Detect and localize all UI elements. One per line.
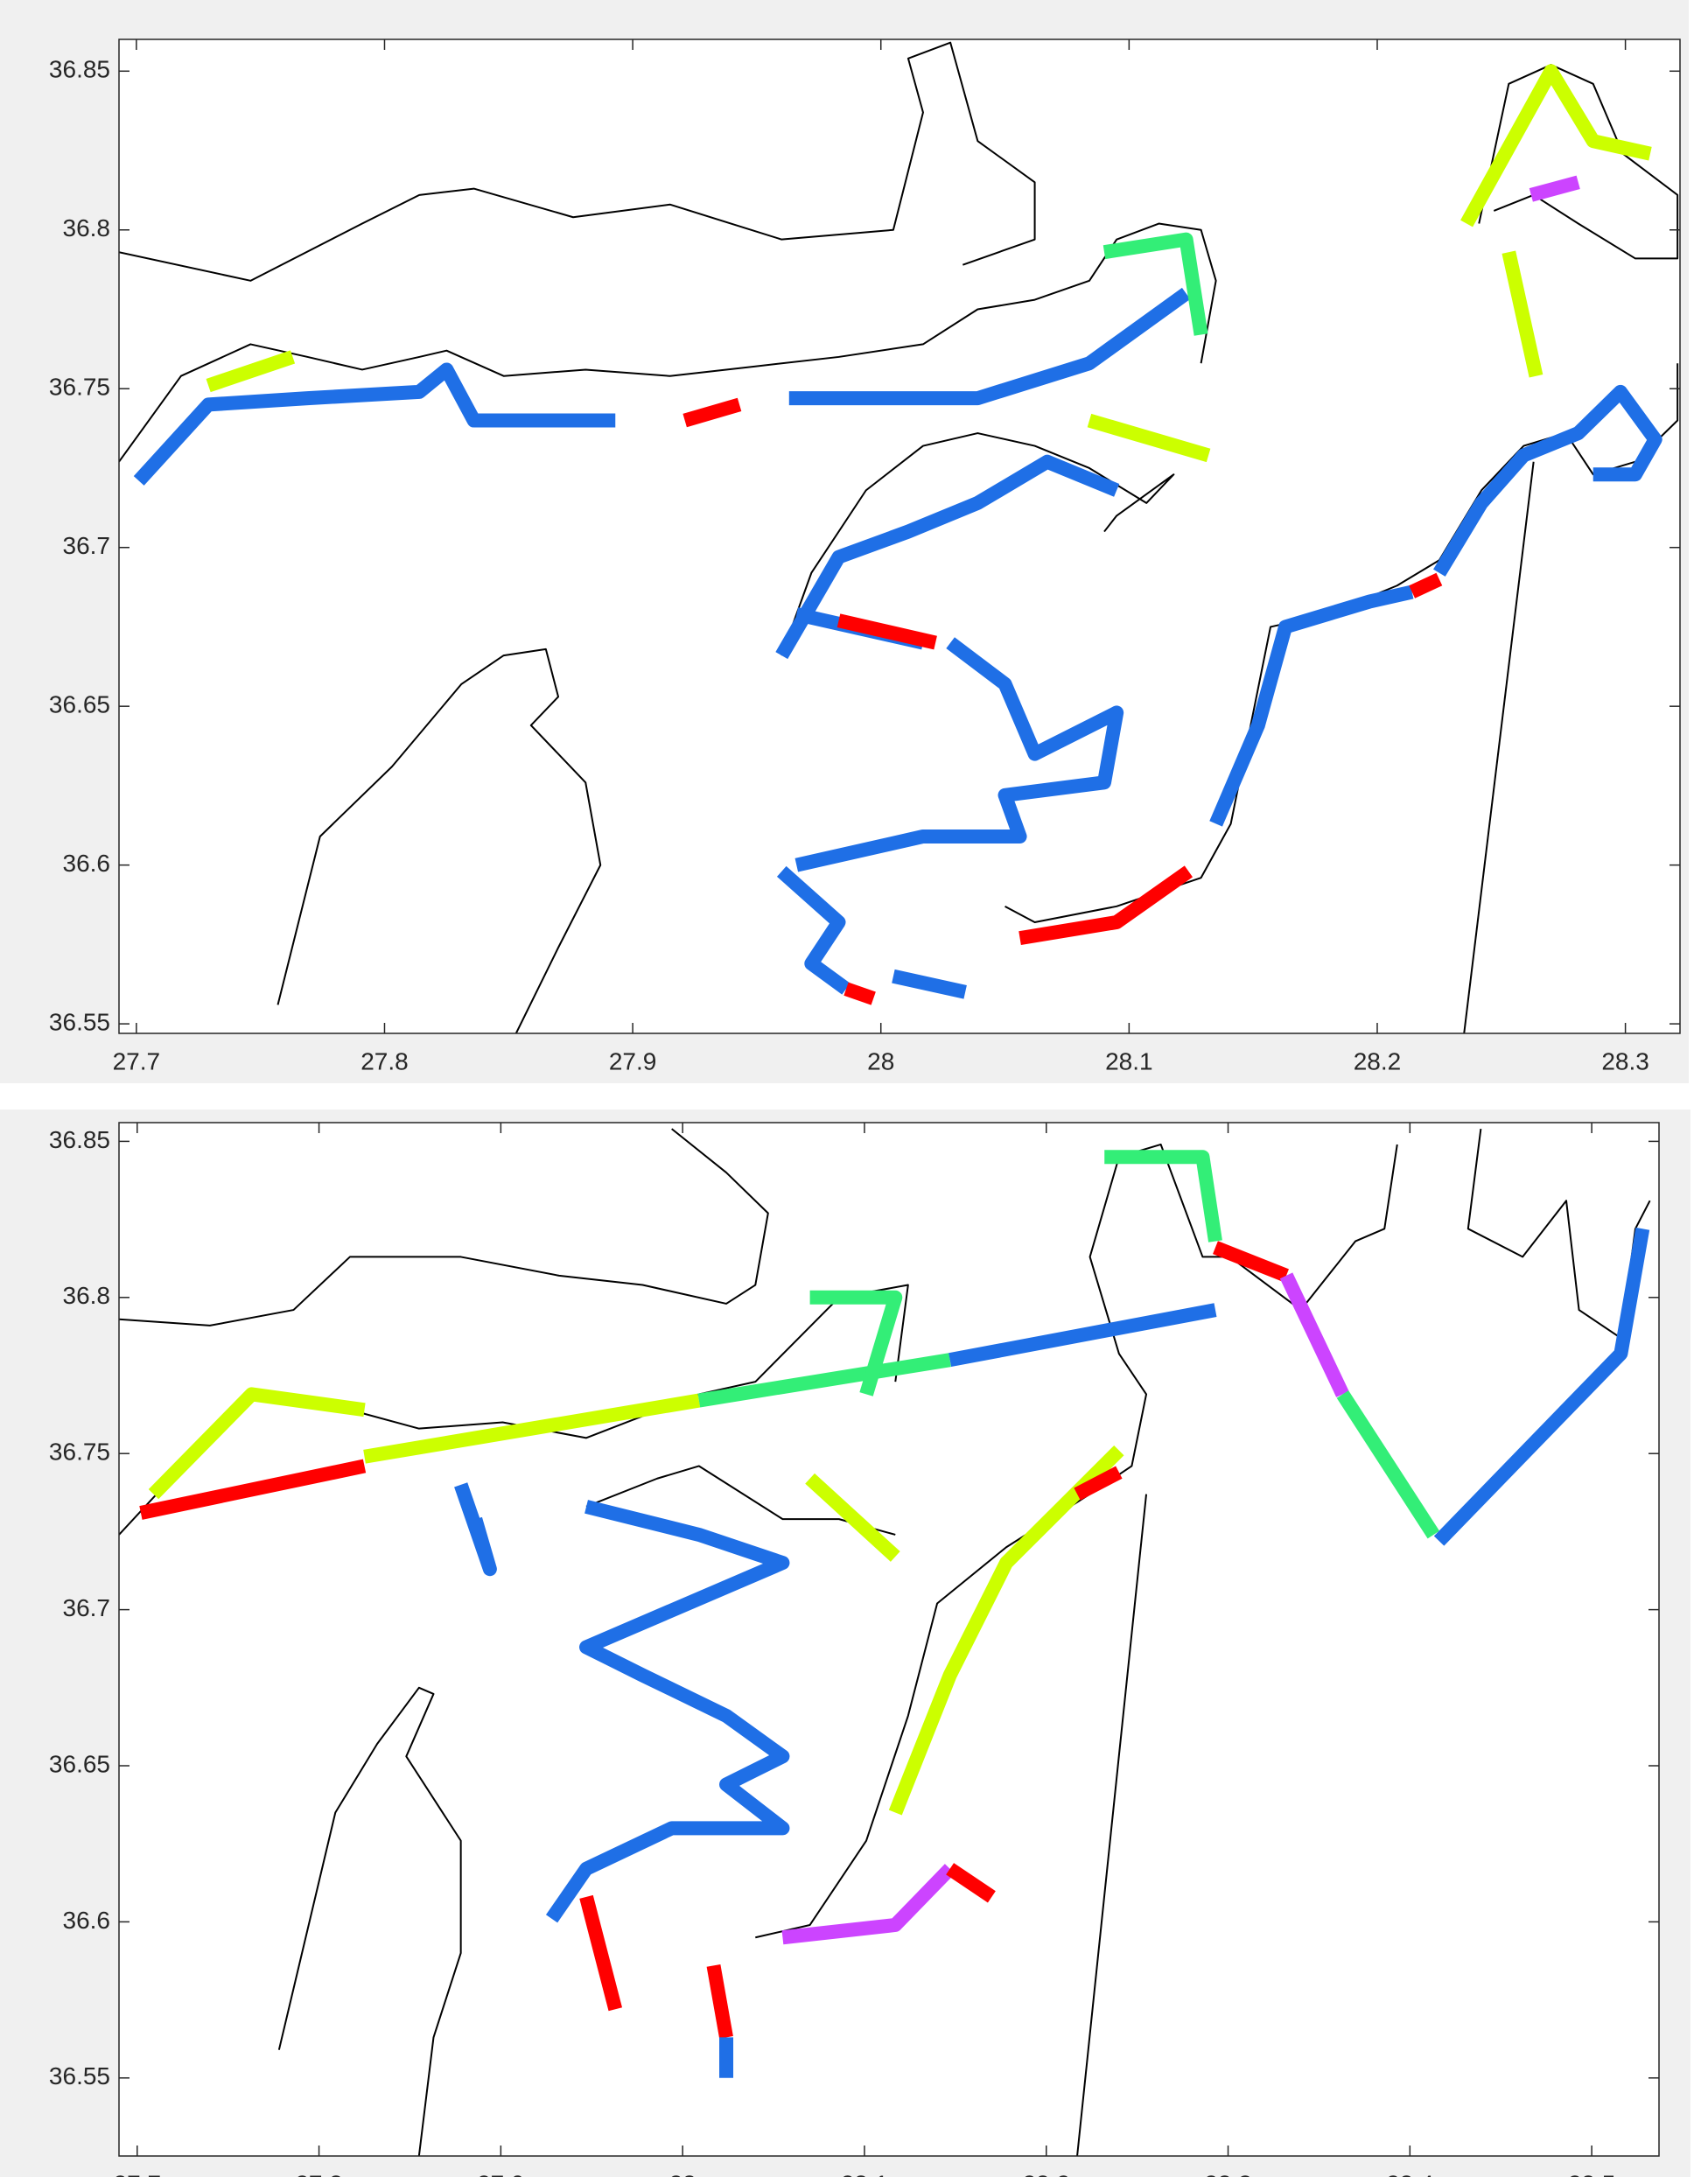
x-tick-label: 27.7 — [114, 2170, 162, 2177]
track — [948, 1303, 1217, 1368]
track — [206, 350, 296, 393]
track — [1502, 250, 1544, 378]
coastline — [277, 1686, 462, 2156]
track — [148, 1387, 366, 1500]
track — [1104, 1150, 1222, 1242]
track — [1460, 64, 1652, 228]
track — [946, 1863, 996, 1903]
x-tick-label: 28.1 — [841, 2170, 889, 2177]
x-tick-label: 27.7 — [113, 1047, 161, 1074]
axes-box — [118, 38, 1681, 1034]
y-tick-label: 36.65 — [49, 691, 110, 718]
y-tick-label: 36.6 — [63, 850, 111, 877]
track — [775, 454, 1120, 660]
x-tick-label: 27.8 — [360, 1047, 409, 1074]
coastline — [1463, 461, 1535, 1033]
track — [776, 865, 850, 995]
y-tick-label: 36.8 — [63, 1282, 111, 1309]
y-tick-label: 36.75 — [49, 374, 110, 401]
coastline — [119, 1128, 769, 1326]
y-tick-label: 36.7 — [63, 1594, 111, 1621]
coastline — [119, 41, 1036, 282]
coastline — [1076, 1494, 1148, 2156]
track — [794, 637, 1124, 872]
track — [892, 969, 967, 999]
track — [1087, 413, 1211, 463]
track — [133, 362, 616, 486]
track — [805, 1473, 900, 1562]
track — [1279, 1272, 1349, 1397]
x-tick-label: 28.4 — [1386, 2170, 1434, 2177]
track — [454, 1482, 497, 1577]
x-tick-label: 28.1 — [1105, 1047, 1153, 1074]
track — [1433, 1227, 1650, 1546]
x-tick-label: 28.2 — [1022, 2170, 1070, 2177]
track — [781, 1864, 956, 1945]
coastline — [780, 432, 1175, 656]
track — [1213, 1241, 1289, 1283]
track — [682, 397, 742, 428]
track — [1336, 1390, 1440, 1539]
y-tick-label: 36.55 — [49, 2062, 110, 2090]
map-layer — [119, 1128, 1651, 2156]
y-tick-label: 36.75 — [49, 1438, 110, 1466]
x-tick-label: 27.9 — [477, 2170, 525, 2177]
track — [579, 1894, 623, 2012]
plot-area — [119, 1123, 1659, 2156]
x-tick-label: 28.3 — [1204, 2170, 1252, 2177]
track — [1209, 584, 1414, 827]
x-tick-label: 28.3 — [1601, 1047, 1649, 1074]
y-tick-label: 36.85 — [49, 56, 110, 83]
x-tick-label: 28 — [669, 2170, 696, 2177]
track — [1433, 384, 1662, 577]
x-tick-label: 27.9 — [609, 1047, 657, 1074]
track — [836, 613, 937, 650]
axes-box — [118, 1122, 1660, 2157]
track — [139, 1459, 367, 1520]
coastline — [276, 648, 602, 1033]
track — [697, 1353, 951, 1408]
x-tick-label: 28 — [867, 1047, 894, 1074]
y-tick-label: 36.65 — [49, 1750, 110, 1777]
track — [1018, 865, 1194, 946]
y-tick-label: 36.6 — [63, 1907, 111, 1934]
track — [1529, 175, 1580, 202]
track — [844, 982, 876, 1005]
track — [706, 1964, 733, 2039]
y-tick-label: 36.85 — [49, 1126, 110, 1153]
track — [363, 1393, 701, 1464]
x-tick-label: 28.2 — [1354, 1047, 1402, 1074]
track — [1102, 232, 1208, 336]
track — [809, 1290, 903, 1396]
coastline — [1478, 64, 1679, 260]
x-tick-label: 27.8 — [295, 2170, 343, 2177]
y-tick-label: 36.8 — [63, 214, 111, 242]
track — [1409, 572, 1443, 598]
track — [788, 287, 1191, 406]
y-tick-label: 36.55 — [49, 1009, 110, 1036]
coastline — [119, 222, 1217, 463]
map-layer — [119, 41, 1679, 1033]
track — [545, 1500, 790, 1923]
track — [1074, 1466, 1123, 1501]
y-tick-label: 36.7 — [63, 532, 111, 559]
x-tick-label: 28.5 — [1568, 2170, 1616, 2177]
